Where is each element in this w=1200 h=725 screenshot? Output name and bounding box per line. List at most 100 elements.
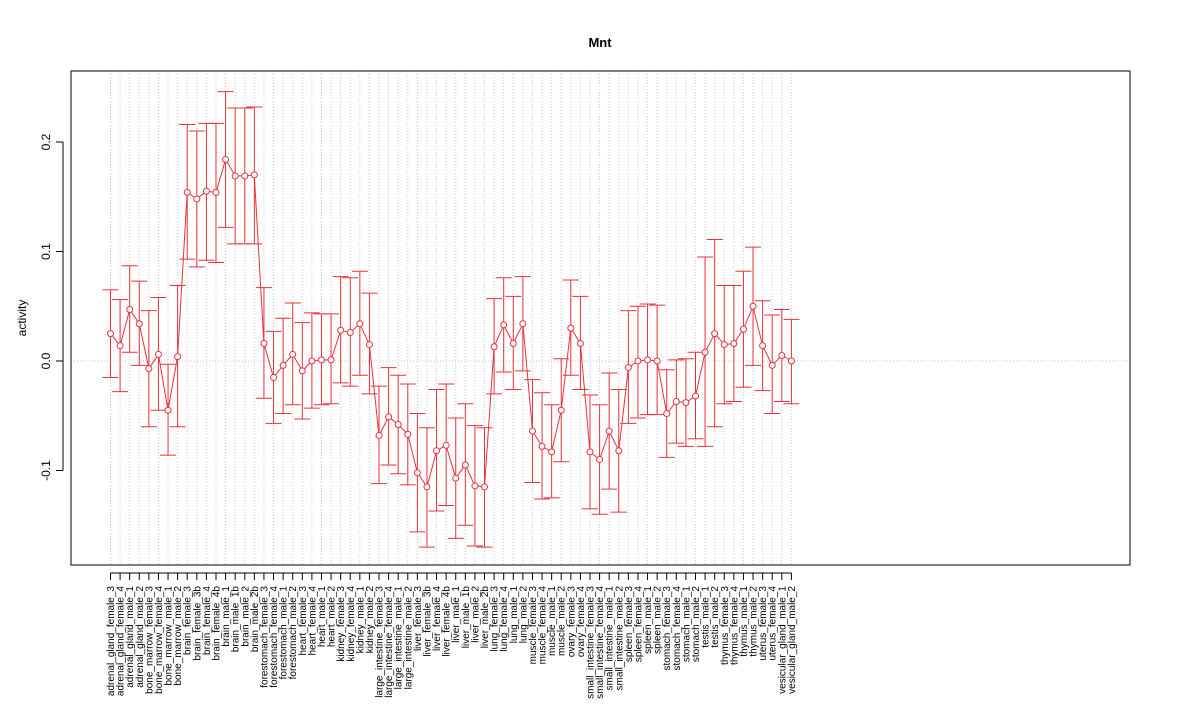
x-tick-label: stomach_female_3 — [662, 586, 673, 671]
data-point — [250, 171, 258, 179]
x-tick-label: forestomach_male_1 — [279, 586, 290, 680]
data-point — [212, 188, 220, 196]
data-point — [481, 483, 489, 491]
data-point — [490, 343, 498, 351]
x-tick-label: bone_marrow_male_2 — [173, 586, 184, 686]
data-point — [337, 326, 345, 334]
x-tick-label: spleen_male_1 — [643, 586, 654, 654]
x-tick-label: large_intestine_female_4 — [384, 586, 395, 698]
data-point — [538, 442, 546, 450]
data-point — [701, 348, 709, 356]
y-tick-label: 0.0 — [39, 352, 53, 369]
x-tick-label: liver_female_4b — [442, 586, 453, 657]
data-point — [346, 329, 354, 337]
data-point — [653, 357, 661, 365]
x-tick-label: adrenal_gland_female_3 — [106, 586, 117, 697]
x-tick-label: kidney_male_1 — [355, 586, 366, 654]
data-point — [519, 320, 527, 328]
x-tick-label: adrenal_gland_male_1 — [125, 586, 136, 688]
data-point — [289, 350, 297, 358]
x-tick-label: brain_male_2b — [250, 586, 261, 653]
data-point — [634, 357, 642, 365]
x-tick-label: thymus_female_3 — [720, 586, 731, 665]
data-point — [615, 447, 623, 455]
x-tick-label: liver_female_3 — [413, 586, 424, 651]
x-tick-label: liver_male_1b — [461, 586, 472, 649]
data-point — [164, 406, 172, 414]
data-point — [433, 447, 441, 455]
data-point — [126, 306, 134, 314]
x-tick-label: muscle_female_4 — [538, 586, 549, 665]
data-point — [174, 353, 182, 361]
data-point — [423, 483, 431, 491]
x-tick-label: large_intestine_female_3 — [375, 586, 386, 698]
y-tick-label: 0.1 — [39, 243, 53, 260]
data-point — [644, 356, 652, 364]
x-tick-label: spleen_female_4 — [633, 586, 644, 663]
x-tick-label: spleen_female_3 — [624, 586, 635, 663]
x-tick-label: heart_male_1 — [317, 586, 328, 648]
data-point — [605, 427, 613, 435]
x-tick-label: brain_female_3 — [183, 586, 194, 655]
x-tick-label: brain_female_4 — [202, 586, 213, 655]
x-tick-label: forestomach_male_2 — [288, 586, 299, 680]
data-point — [241, 172, 249, 180]
x-tick-label: bone_marrow_female_3 — [144, 586, 155, 694]
x-tick-label: brain_male_2 — [240, 586, 251, 647]
data-point — [356, 320, 364, 328]
x-tick-label: forestomach_female_3 — [259, 586, 270, 688]
data-point — [730, 339, 738, 347]
data-point — [749, 302, 757, 310]
data-point — [500, 321, 508, 329]
x-tick-label: vesicular_gland_male_2 — [787, 586, 798, 694]
data-point — [394, 421, 402, 429]
data-point — [365, 341, 373, 349]
x-tick-label: thymus_male_2 — [749, 586, 760, 657]
data-point — [442, 441, 450, 449]
data-point — [270, 373, 278, 381]
data-point — [682, 399, 690, 407]
data-point — [672, 398, 680, 406]
data-point — [298, 367, 306, 375]
data-point — [413, 469, 421, 477]
data-point — [759, 342, 767, 350]
x-tick-label: vesicular_gland_male_1 — [777, 586, 788, 694]
x-tick-label: thymus_male_1 — [739, 586, 750, 657]
data-point — [471, 482, 479, 490]
x-tick-label: kidney_female_4 — [346, 586, 357, 662]
x-tick-label: lung_male_1 — [509, 586, 520, 644]
x-tick-label: uterus_female_3 — [758, 586, 769, 661]
data-point — [222, 156, 230, 164]
x-tick-label: adrenal_gland_female_4 — [116, 586, 127, 697]
data-point — [720, 341, 728, 349]
x-tick-label: thymus_female_4 — [729, 586, 740, 665]
series-layer — [102, 91, 800, 548]
x-tick-label: heart_female_3 — [298, 586, 309, 656]
x-tick-label: testis_male_2 — [710, 586, 721, 648]
x-tick-label: adrenal_gland_male_2 — [135, 586, 146, 688]
y-axis-label: activity — [15, 300, 29, 337]
x-tick-label: muscle_male_2 — [557, 586, 568, 656]
x-tick-label: muscle_male_1 — [547, 586, 558, 656]
x-tick-label: small_intestine_female_3 — [586, 586, 597, 699]
x-tick-label: brain_female_3b — [192, 586, 203, 661]
data-point — [183, 188, 191, 196]
x-tick-label: large_intestine_male_2 — [403, 586, 414, 690]
data-point — [452, 474, 460, 482]
data-point — [308, 357, 316, 365]
x-tick-label: muscle_female_3 — [528, 586, 539, 665]
data-point — [317, 356, 325, 364]
x-tick-label: forestomach_female_4 — [269, 586, 280, 688]
data-point — [596, 456, 604, 464]
x-tick-label: lung_female_4 — [499, 586, 510, 652]
x-tick-label: kidney_male_2 — [365, 586, 376, 654]
data-point — [711, 330, 719, 338]
x-tick-label: stomach_male_2 — [691, 586, 702, 663]
x-tick-label: kidney_female_3 — [336, 586, 347, 662]
data-point — [116, 342, 124, 350]
data-point — [461, 461, 469, 469]
data-point — [193, 195, 201, 203]
data-point — [576, 339, 584, 347]
x-tick-label: brain_female_4b — [211, 586, 222, 661]
